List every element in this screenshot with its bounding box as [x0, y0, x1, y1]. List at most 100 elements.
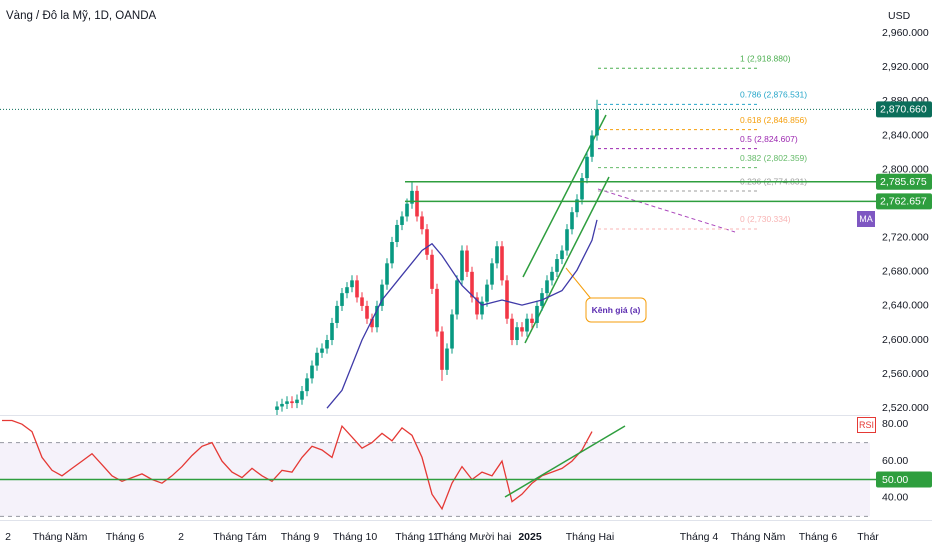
price-line-label: 2,785.675: [880, 176, 927, 188]
candle-body: [500, 246, 504, 281]
candle-body: [530, 318, 534, 323]
fib-label: 0 (2,730.334): [740, 214, 791, 224]
projection-line: [597, 188, 736, 233]
x-tick-label: Tháng 10: [333, 531, 378, 543]
callout-line: [565, 267, 593, 301]
candle-body: [440, 331, 444, 370]
candle-body: [550, 271, 554, 281]
candle-body: [435, 288, 439, 332]
candle-body: [320, 348, 324, 353]
candle-body: [385, 263, 389, 285]
chart-title: Vàng / Đô la Mỹ, 1D, OANDA: [6, 10, 157, 22]
rsi-trendline: [504, 425, 626, 498]
y-tick-label: 2,680.000: [882, 266, 929, 278]
candle-body: [330, 322, 334, 341]
ma-label: MA: [859, 214, 873, 224]
candle-body: [410, 190, 414, 204]
x-tick-label: Tháng Năm: [731, 531, 786, 543]
candle-body: [515, 327, 519, 341]
candle-body: [490, 263, 494, 285]
price-line-badge: [876, 193, 932, 210]
x-tick-label: 2025: [518, 531, 542, 543]
candle-body: [535, 305, 539, 323]
candle-body: [390, 242, 394, 264]
candle-body: [475, 297, 479, 315]
candle-body: [495, 246, 499, 264]
y-tick-label: 2,600.000: [882, 334, 929, 346]
candle-body: [590, 135, 594, 157]
channel-lower: [524, 176, 610, 344]
candle-body: [430, 254, 434, 289]
candle-body: [470, 271, 474, 298]
candle-body: [300, 391, 304, 400]
candle-body: [485, 284, 489, 302]
candle-body: [365, 305, 369, 319]
annotation: Kênh giá (a): [592, 305, 641, 315]
candle-body: [350, 280, 354, 288]
candle-body: [315, 352, 319, 366]
candle-body: [525, 318, 529, 332]
candle-body: [595, 109, 599, 136]
candle-body: [360, 297, 364, 306]
candle-body: [325, 340, 329, 349]
x-tick-label: Tháng Hai: [566, 531, 614, 543]
candle-body: [460, 250, 464, 281]
rsi-badge: [857, 417, 876, 433]
axes: 2 Tháng Năm Tháng 6 2 Tháng Tám Tháng 9 Tháng …: [5, 27, 932, 543]
candle-body: [370, 318, 374, 328]
candle-body: [585, 156, 589, 179]
last-price-label: 2,870.660: [880, 104, 927, 116]
candle-body: [445, 348, 449, 370]
x-tick-label: Tháng Năm: [33, 531, 88, 543]
y-tick-label: 2,520.000: [882, 402, 929, 414]
rsi-line: [2, 419, 593, 511]
rsi-label: RSI: [859, 420, 874, 430]
x-tick-label: 2: [178, 531, 184, 543]
fib-label: 0.786 (2,876.531): [740, 90, 807, 100]
candle-body: [570, 212, 574, 230]
candle-body: [285, 401, 289, 404]
candle-body: [480, 301, 484, 315]
candle-body: [545, 280, 549, 294]
candle-body: [455, 280, 459, 315]
price-line-label: 2,762.657: [880, 196, 927, 208]
x-tick-label: Tháng Mười hai: [437, 531, 512, 543]
last-price-badge: [876, 101, 932, 118]
candle-body: [375, 305, 379, 328]
y-tick-label: 2,960.000: [882, 27, 929, 39]
candle-body: [355, 280, 359, 298]
y-tick-label: 2,560.000: [882, 368, 929, 380]
x-tick-label: Thár: [857, 531, 879, 543]
candle-body: [555, 259, 559, 272]
y-tick-label: 2,920.000: [882, 61, 929, 73]
candle-body: [295, 399, 299, 404]
rsi-tick-label: 40.00: [882, 492, 908, 504]
fib-label: 0.5 (2,824.607): [740, 134, 798, 144]
price-pane: Kênh giá (a) 1 (2,918.880) 0.786 (2,876.5…: [275, 54, 807, 415]
x-tick-label: Tháng 11: [395, 531, 439, 543]
candle-body: [450, 314, 454, 349]
candle-body: [395, 224, 399, 243]
rsi-tick-label: 80.00: [882, 418, 908, 430]
x-tick-label: Tháng 6: [799, 531, 838, 543]
fib-label: 1 (2,918.880): [740, 54, 791, 64]
candle-body: [505, 280, 509, 319]
candle-body: [565, 229, 569, 251]
candle-body: [345, 287, 349, 294]
y-tick-label: 2,800.000: [882, 163, 929, 175]
candle-body: [305, 378, 309, 392]
ma-line: [326, 219, 598, 409]
rsi-level-badge: [876, 471, 932, 488]
ma-badge: [857, 211, 875, 227]
candle-body: [280, 403, 284, 407]
candle-body: [335, 305, 339, 323]
annotation-box: [585, 297, 647, 323]
candle-body: [510, 318, 514, 341]
candle-body: [415, 190, 419, 217]
x-tick-label: Tháng 9: [281, 531, 320, 543]
candle-body: [310, 365, 314, 379]
rsi-level-label: 50.00: [882, 474, 908, 486]
candle-body: [420, 216, 424, 230]
candle-body: [425, 229, 429, 255]
